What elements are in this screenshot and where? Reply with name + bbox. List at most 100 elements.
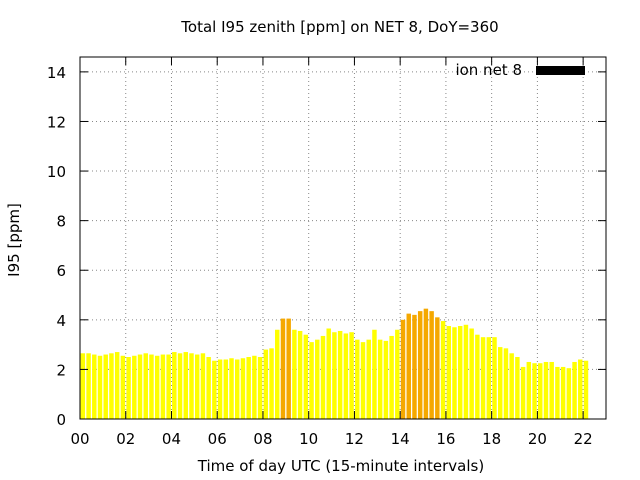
bar [280, 318, 286, 419]
bar [486, 337, 492, 419]
bar [86, 353, 91, 419]
legend-label: ion net 8 [455, 61, 522, 79]
bar [315, 339, 320, 419]
bar [543, 361, 549, 419]
bar [509, 353, 514, 419]
bar [109, 353, 114, 419]
bar [429, 311, 434, 419]
bar [583, 360, 589, 419]
y-tick-label: 0 [56, 411, 66, 429]
bar [200, 353, 206, 419]
y-tick-label: 4 [56, 312, 66, 330]
y-axis-label: I95 [ppm] [5, 203, 23, 277]
bar [446, 326, 452, 419]
bar [103, 354, 108, 419]
y-tick-label: 2 [56, 361, 66, 379]
bar [275, 329, 280, 419]
bar [194, 354, 200, 419]
bar [572, 361, 577, 419]
bar [360, 342, 366, 419]
bar [555, 366, 560, 419]
bar [143, 353, 148, 419]
bar [515, 357, 520, 419]
bar [303, 334, 309, 419]
bar [120, 355, 126, 419]
bar [212, 360, 217, 419]
x-tick-label: 00 [70, 430, 89, 448]
x-tick-label: 08 [253, 430, 272, 448]
plot-frame [79, 56, 607, 420]
bar [520, 366, 526, 419]
bar [137, 354, 143, 419]
bar [177, 353, 183, 419]
y-tick-label: 10 [47, 163, 66, 181]
bar [217, 359, 223, 419]
bar [257, 357, 263, 419]
y-tick-label: 14 [47, 64, 66, 82]
bar [480, 337, 486, 419]
x-axis-label: Time of day UTC (15-minute intervals) [197, 457, 484, 475]
bar [349, 332, 354, 419]
bar [497, 347, 503, 419]
bar [532, 363, 537, 419]
x-tick-label: 16 [436, 430, 455, 448]
bar [240, 358, 246, 419]
bar [412, 314, 417, 419]
y-tick-label: 8 [56, 213, 66, 231]
bar [223, 359, 229, 419]
bar [292, 329, 297, 419]
bar [389, 335, 394, 419]
chart-title: Total I95 zenith [ppm] on NET 8, DoY=360 [180, 18, 498, 36]
bar [406, 313, 411, 419]
bar [80, 353, 86, 419]
bar [269, 348, 274, 419]
bar [475, 334, 480, 419]
bar [97, 355, 103, 419]
x-tick-label: 22 [574, 430, 593, 448]
bar [383, 340, 389, 419]
bar [166, 354, 171, 419]
bar [343, 333, 349, 419]
bar [440, 321, 446, 419]
x-tick-label: 10 [299, 430, 318, 448]
bar [560, 366, 566, 419]
bar [423, 308, 429, 419]
bar [326, 328, 331, 419]
bar [154, 355, 160, 419]
bar [538, 363, 543, 419]
bar [492, 337, 497, 419]
bar [395, 329, 400, 419]
x-tick-label: 14 [391, 430, 410, 448]
bar [132, 355, 137, 419]
bar [526, 361, 532, 419]
bar [246, 357, 251, 419]
x-tick-label: 12 [345, 430, 364, 448]
bar [366, 339, 371, 419]
bar [355, 339, 360, 419]
bar [337, 330, 343, 419]
bar [252, 355, 257, 419]
bar [417, 311, 423, 419]
legend-swatch [536, 66, 585, 75]
bar [92, 354, 97, 419]
bar [566, 368, 572, 419]
bars [80, 308, 589, 419]
bar [469, 328, 474, 419]
bar [126, 357, 131, 419]
bar [234, 359, 240, 419]
x-tick-label: 18 [482, 430, 501, 448]
x-tick-label: 04 [162, 430, 181, 448]
bar [463, 324, 469, 419]
bar [286, 318, 291, 419]
bar [297, 330, 303, 419]
bar [263, 349, 269, 419]
legend: ion net 8 [455, 61, 585, 79]
y-tick-label: 6 [56, 262, 66, 280]
bar [549, 361, 554, 419]
bar [172, 352, 177, 419]
bar [114, 352, 120, 419]
bar [503, 348, 509, 419]
bar [372, 329, 377, 419]
